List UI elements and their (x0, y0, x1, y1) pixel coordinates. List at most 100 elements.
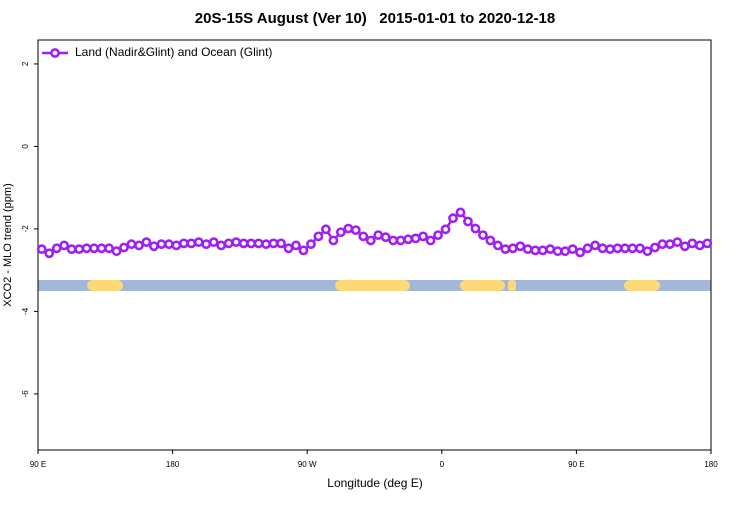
data-point (126, 239, 137, 250)
data-point (320, 224, 331, 235)
data-point (612, 243, 623, 254)
data-point (261, 239, 271, 250)
data-point (335, 227, 346, 238)
data-point (208, 237, 219, 248)
data-point (81, 243, 92, 254)
data-point (635, 243, 645, 254)
data-point (380, 232, 391, 243)
data-point (350, 225, 361, 236)
data-point (590, 240, 600, 251)
data-point (104, 243, 114, 254)
data-point (216, 240, 227, 251)
data-point (664, 239, 675, 250)
data-point (193, 237, 204, 248)
data-point (642, 246, 653, 257)
data-point (530, 245, 541, 256)
data-point (403, 234, 414, 245)
data-point (650, 242, 660, 253)
land-segment (87, 280, 123, 291)
data-point (679, 241, 690, 252)
data-point (313, 231, 324, 242)
x-tick-label: 180 (704, 460, 718, 469)
data-point (246, 238, 257, 249)
data-point (687, 238, 698, 249)
data-point (283, 243, 294, 254)
data-point (149, 241, 159, 252)
data-point (306, 239, 316, 250)
data-point (485, 235, 496, 246)
data-point (298, 245, 309, 256)
data-point (96, 243, 107, 254)
y-tick-label: -4 (21, 307, 30, 315)
data-point (276, 238, 286, 249)
x-tick-label: 90 W (298, 460, 317, 469)
data-point (328, 235, 339, 246)
y-tick-label: -2 (21, 225, 30, 233)
x-tick-label: 90 E (30, 460, 46, 469)
chart-title: 20S-15S August (Ver 10) 2015-01-01 to 20… (195, 10, 555, 27)
data-point (178, 238, 189, 249)
land-segment (624, 280, 660, 291)
data-point (522, 244, 533, 255)
data-point (201, 239, 212, 250)
legend-marker (50, 48, 60, 58)
data-point (66, 244, 77, 255)
data-point (89, 243, 99, 254)
data-point (291, 240, 301, 251)
data-point (507, 243, 518, 254)
data-point (186, 238, 197, 249)
data-point (537, 245, 548, 256)
data-point (657, 239, 668, 250)
data-point (74, 244, 85, 255)
land-segment (335, 280, 410, 291)
data-point (231, 237, 242, 248)
data-point (575, 247, 586, 258)
data-point (51, 243, 62, 254)
data-point (605, 244, 615, 255)
data-point (620, 243, 630, 254)
land-segment (460, 280, 505, 291)
data-point (582, 243, 593, 254)
data-point (111, 246, 122, 257)
x-tick-label: 180 (166, 460, 180, 469)
data-point (433, 230, 443, 241)
data-point (455, 207, 466, 218)
data-point (134, 240, 144, 251)
data-point (171, 240, 182, 251)
y-tick-label: -6 (21, 390, 30, 398)
data-point (694, 240, 705, 251)
data-point (448, 213, 458, 224)
data-point (552, 246, 563, 257)
data-point (627, 243, 638, 254)
y-tick-label: 2 (21, 61, 30, 66)
data-point (119, 242, 129, 253)
data-point (44, 248, 55, 259)
data-point (358, 231, 369, 242)
y-tick-label: 0 (21, 144, 30, 149)
data-point (223, 238, 234, 249)
data-point (425, 235, 436, 246)
data-point (156, 239, 167, 250)
data-point (365, 235, 376, 246)
data-point (440, 224, 451, 235)
data-point (141, 237, 152, 248)
data-point (163, 239, 174, 250)
data-point (515, 241, 526, 252)
data-point (373, 230, 384, 241)
data-point (238, 238, 249, 249)
legend-label: Land (Nadir&Glint) and Ocean (Glint) (75, 45, 272, 59)
data-point (395, 235, 406, 246)
data-point (268, 238, 279, 249)
y-axis-label: XCO2 - MLO trend (ppm) (2, 183, 14, 306)
data-point (388, 235, 399, 246)
data-point (59, 240, 70, 251)
data-point (470, 223, 481, 234)
data-point (478, 230, 488, 241)
data-point (343, 223, 354, 234)
data-point (702, 238, 713, 249)
data-point (500, 244, 511, 255)
data-point (567, 244, 578, 255)
x-tick-label: 0 (440, 460, 445, 469)
x-tick-label: 90 E (568, 460, 584, 469)
